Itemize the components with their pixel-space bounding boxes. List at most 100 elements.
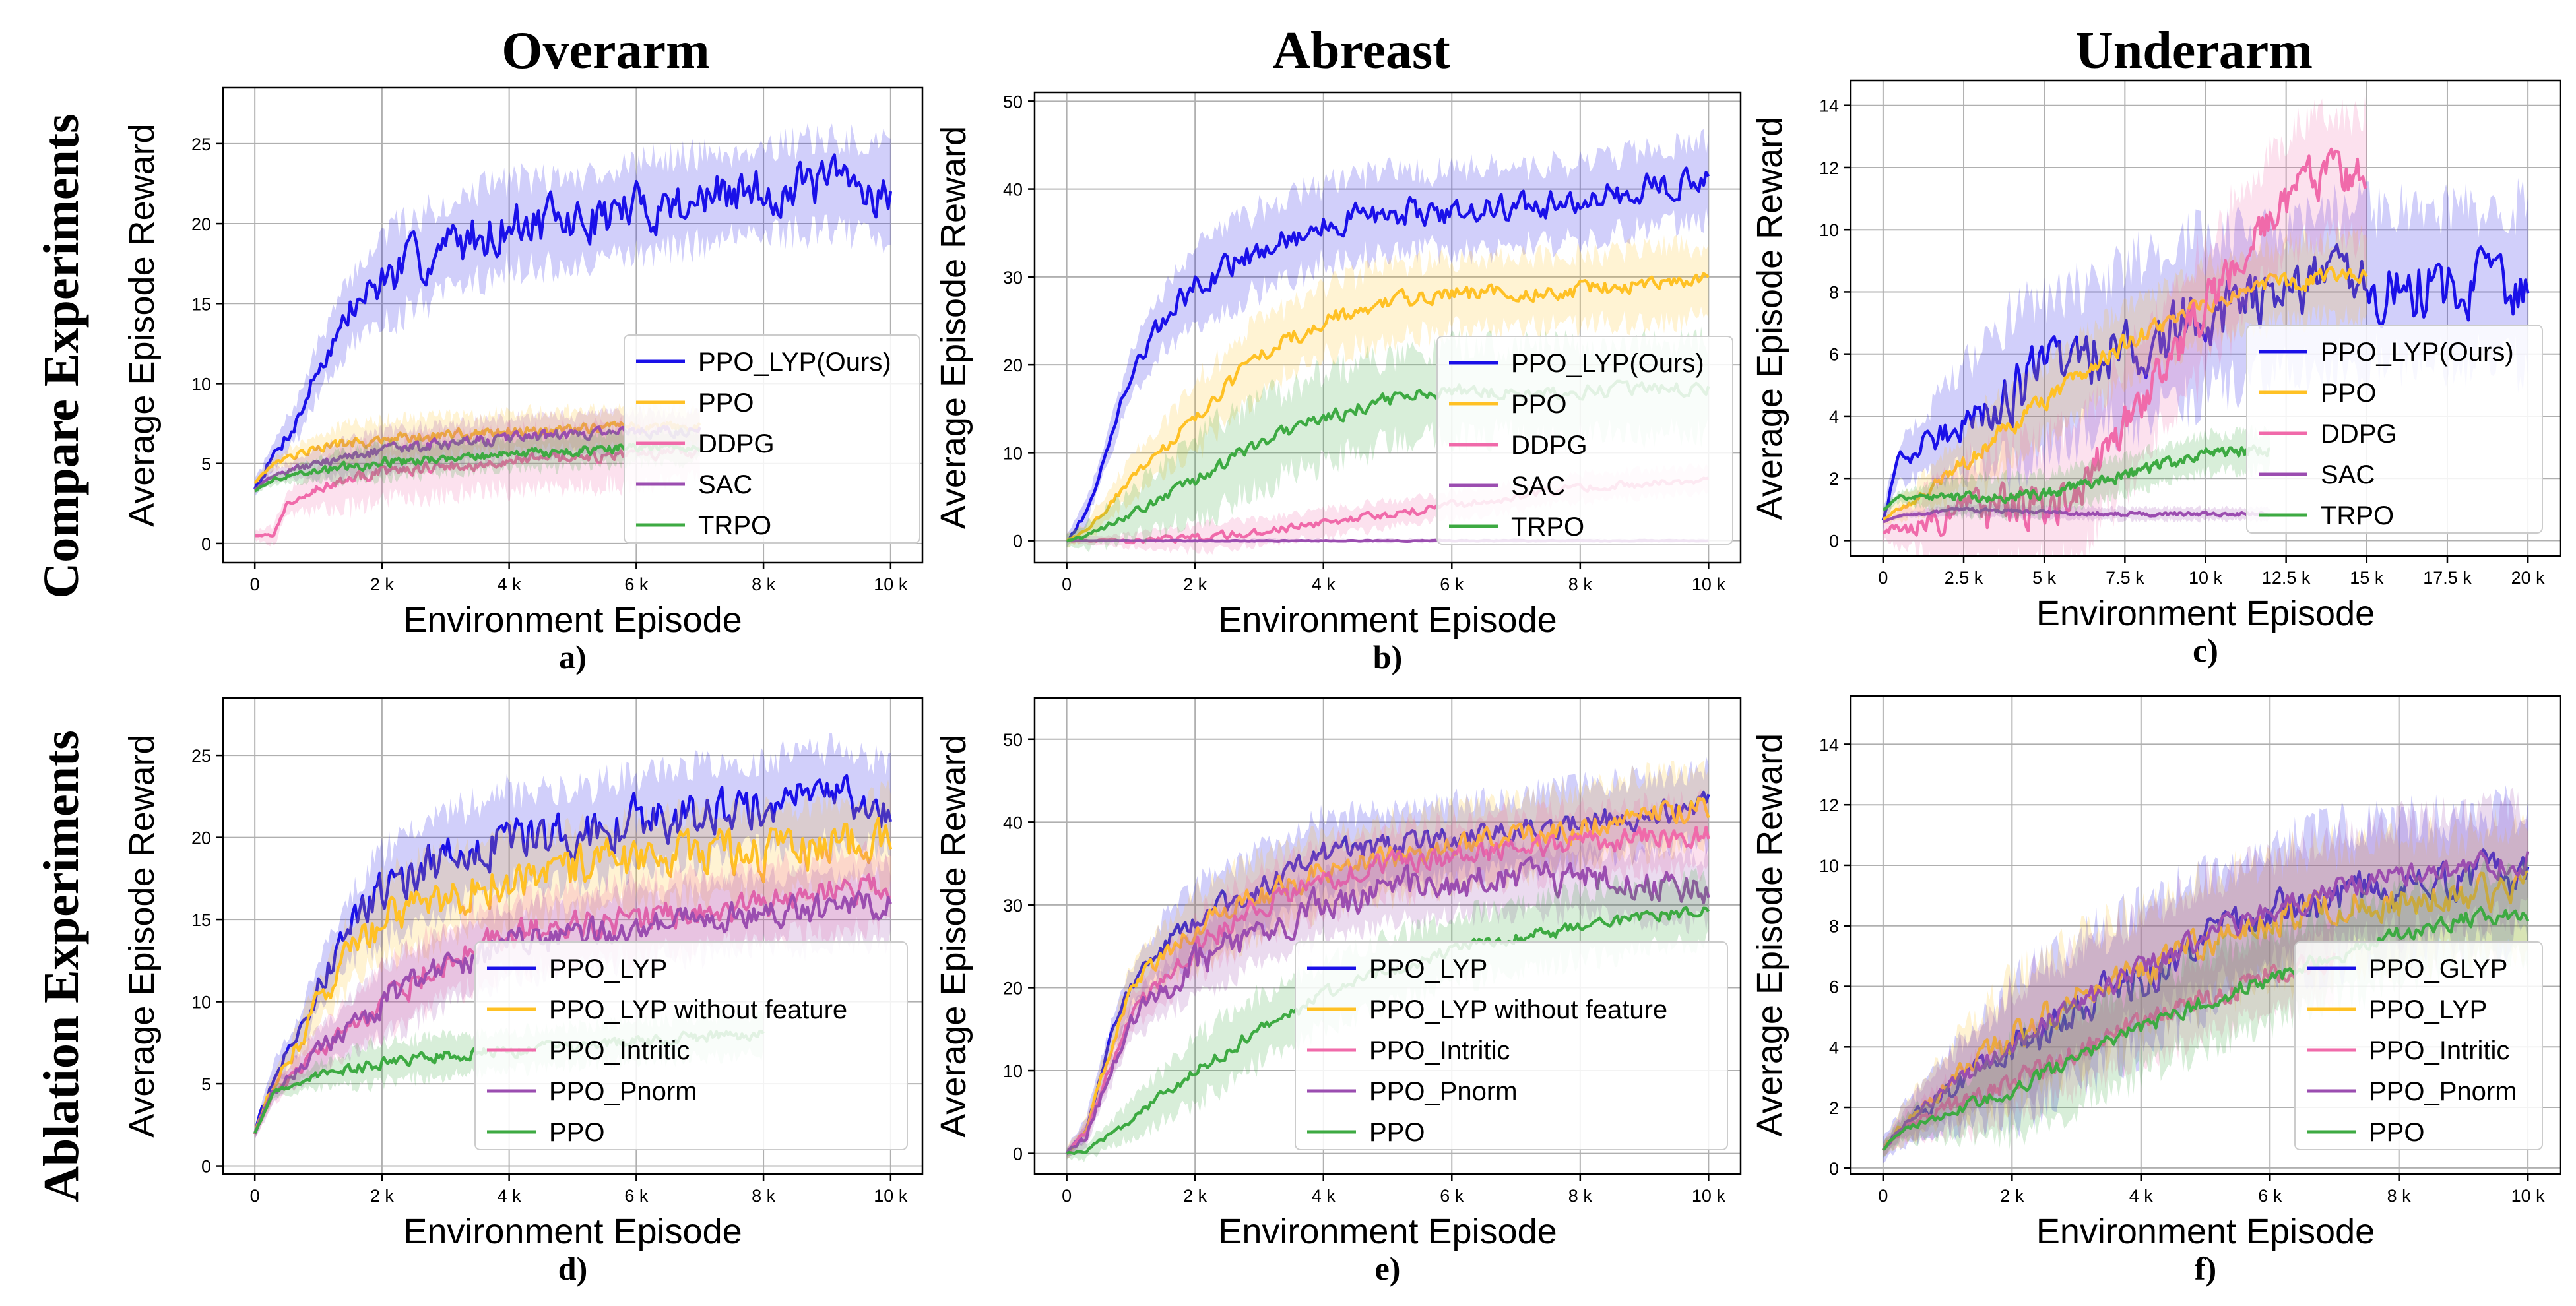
column-title-underarm: Underarm [2075, 22, 2313, 80]
x-tick-label: 0 [1062, 1186, 1072, 1206]
y-tick-label: 12 [1819, 795, 1839, 815]
legend: PPO_LYP(Ours) PPO DDPG SAC TRPO [1436, 336, 1733, 545]
series-line-5 [1883, 444, 2271, 511]
series-band-1 [255, 123, 891, 497]
series-line-2 [1882, 870, 2528, 1152]
x-tick-label: 2 k [1183, 575, 1208, 594]
legend-label: PPO_Pnorm [2369, 1077, 2517, 1106]
legend-label: PPO_Pnorm [549, 1077, 697, 1106]
series-band-3 [1883, 96, 2367, 556]
axes-frame [222, 697, 924, 1175]
y-axis-label: Average Episode Reward [934, 734, 973, 1137]
y-tick-label: 10 [191, 374, 211, 394]
x-tick-label: 4 k [2129, 1186, 2154, 1206]
x-tick-label: 5 k [2032, 568, 2057, 588]
row-title-compare: Compare Experiments [34, 113, 89, 598]
series-band-5 [1066, 867, 1709, 1162]
y-tick-label: 4 [1829, 1038, 1839, 1057]
y-tick-label: 10 [1819, 220, 1839, 240]
y-tick-label: 14 [1819, 96, 1839, 116]
x-tick-label: 6 k [2258, 1186, 2282, 1206]
legend-label: PPO [2369, 1118, 2424, 1147]
legend-label: PPO [549, 1118, 604, 1147]
axes-frame [1033, 697, 1742, 1175]
legend-label: PPO_Intritic [549, 1036, 690, 1065]
x-axis-label: Environment Episode [403, 1212, 742, 1251]
x-tick-label: 8 k [752, 1186, 776, 1206]
series-group [1881, 785, 2530, 1164]
y-tick-label: 30 [1003, 268, 1023, 288]
x-tick-label: 0 [1878, 1186, 1888, 1206]
legend-label: SAC [698, 470, 752, 499]
x-tick-label: 4 k [498, 575, 522, 594]
x-axis-label: Environment Episode [2036, 1212, 2375, 1251]
x-tick-label: 6 k [624, 1186, 649, 1206]
legend-label: PPO_Intritic [1369, 1036, 1510, 1065]
axes-frame [1850, 695, 2561, 1175]
series-group [253, 123, 893, 547]
legend-box [624, 334, 920, 544]
legend-label: PPO [2321, 379, 2376, 408]
y-tick-label: 14 [1819, 735, 1839, 755]
x-tick-label: 15 k [2350, 568, 2384, 588]
legend-label: PPO_Intritic [2369, 1036, 2509, 1065]
y-tick-label: 10 [1819, 856, 1839, 876]
y-axis-label: Average Episode Reward [934, 126, 973, 529]
y-tick-label: 0 [201, 1157, 211, 1177]
y-tick-label: 0 [201, 534, 211, 554]
series-band-5 [1883, 425, 2270, 522]
series-line-2 [253, 816, 892, 1135]
legend: PPO_LYP(Ours) PPO DDPG SAC TRPO [2246, 325, 2543, 534]
x-tick-label: 4 k [1312, 1186, 1336, 1206]
x-tick-label: 20 k [2511, 568, 2546, 588]
legend-label: PPO_Pnorm [1369, 1077, 1518, 1106]
series-band-1 [1883, 177, 2528, 531]
legend-label: TRPO [698, 511, 771, 540]
y-tick-label: 30 [1003, 896, 1023, 916]
series-line-3 [1066, 825, 1710, 1156]
legend-label: PPO_LYP(Ours) [698, 348, 891, 377]
chart-panel-6: 0 2 k 4 k 6 k 8 k 10 k 0 2 4 6 8 10 12 14 Environment … [1750, 695, 2561, 1287]
chart-panel-5: 0 2 k 4 k 6 k 8 k 10 k 0 10 20 30 40 50 Environment … [934, 697, 1742, 1287]
legend: PPO_LYP PPO_LYP without feature PPO_Intrit… [474, 941, 908, 1150]
x-tick-label: 10 k [2511, 1186, 2546, 1206]
row-title-ablation: Ablation Experiments [34, 730, 89, 1202]
y-tick-label: 4 [1829, 407, 1839, 427]
x-tick-label: 2 k [370, 1186, 395, 1206]
legend-box [2246, 325, 2543, 534]
legend-label: PPO [698, 389, 754, 418]
chart-panel-3: 0 2.5 k 5 k 7.5 k 10 k 12.5 k 15 k 17.5 k 20 k 0 2… [1750, 79, 2561, 669]
series-band-1 [1066, 129, 1709, 548]
x-tick-label: 6 k [1440, 1186, 1464, 1206]
y-tick-label: 0 [1013, 1144, 1023, 1164]
x-tick-label: 8 k [752, 575, 776, 594]
legend-label: PPO_LYP(Ours) [2321, 338, 2514, 367]
x-tick-label: 12.5 k [2262, 568, 2311, 588]
y-tick-label: 25 [191, 135, 211, 154]
y-tick-label: 20 [1003, 356, 1023, 375]
legend-box [2294, 941, 2543, 1150]
x-tick-label: 17.5 k [2423, 568, 2472, 588]
chart-panel-2: 0 2 k 4 k 6 k 8 k 10 k 0 10 20 30 40 50 Environment … [934, 91, 1742, 675]
y-axis-label: Average Episode Reward [122, 734, 162, 1137]
y-tick-label: 50 [1003, 730, 1023, 750]
y-tick-label: 0 [1829, 531, 1839, 551]
x-tick-label: 10 k [874, 575, 908, 594]
chart-panel-1: 0 2 k 4 k 6 k 8 k 10 k 0 5 10 15 20 25 Environment E… [122, 86, 924, 675]
legend-box [474, 941, 908, 1150]
series-line-1 [1066, 166, 1710, 543]
series-line-1 [1881, 243, 2530, 521]
series-band-4 [255, 405, 700, 492]
y-tick-label: 15 [191, 910, 211, 930]
series-band-5 [1883, 851, 2528, 1158]
x-tick-label: 2 k [2000, 1186, 2024, 1206]
panel-label: a) [559, 638, 587, 675]
legend-label: PPO_LYP without feature [549, 995, 847, 1024]
x-tick-label: 10 k [1692, 575, 1726, 594]
x-tick-label: 2 k [1183, 1186, 1208, 1206]
column-title-abreast: Abreast [1272, 22, 1450, 80]
y-tick-label: 2 [1829, 1098, 1839, 1118]
series-line-4 [1065, 855, 1710, 1155]
series-band-1 [255, 733, 891, 1139]
